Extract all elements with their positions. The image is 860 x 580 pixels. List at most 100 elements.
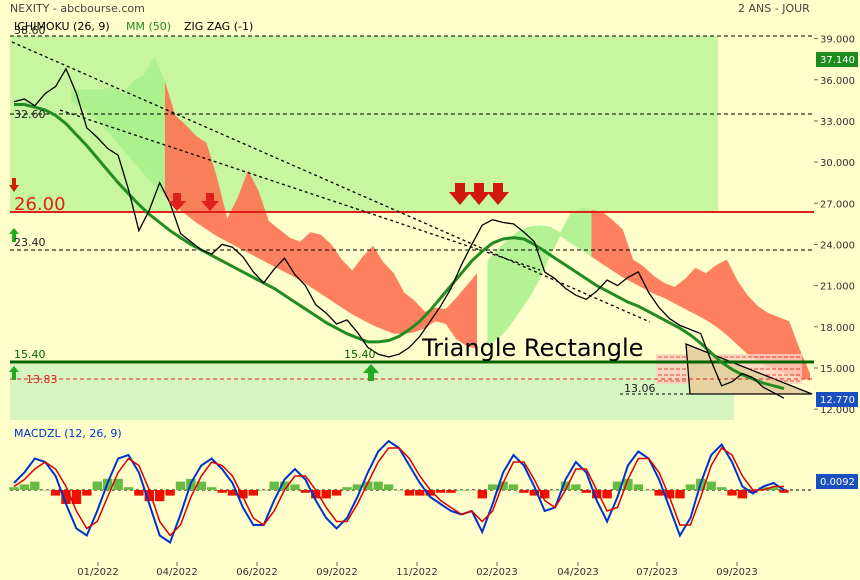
y-tick-label: 30.000 [820, 158, 855, 169]
macd-hist-bar [560, 481, 571, 490]
price-line [13, 67, 785, 399]
macd-hist-bar [488, 484, 498, 490]
cloud-bull-segment [71, 56, 165, 197]
macd-hist-bar [571, 484, 581, 490]
macd-hist-bar [623, 478, 633, 490]
label-level-23: 23.40 [14, 236, 46, 249]
macd-hist-bar [207, 487, 217, 490]
macd-hist-bar [779, 490, 789, 493]
sell-arrow [9, 178, 19, 192]
macd-hist-bar [165, 490, 175, 496]
macd-hist-bar [404, 490, 415, 496]
label-level-38: 38.60 [14, 24, 46, 37]
triangle-pattern [685, 343, 813, 395]
period-label: 2 ANS - JOUR [738, 2, 810, 15]
macd-hist-bar [363, 481, 373, 490]
macd-hist-bar [664, 490, 675, 499]
x-tick-label: 11/2022 [396, 567, 438, 578]
buy-arrow [9, 228, 19, 242]
sell-arrow [168, 193, 186, 211]
cloud-bear-segment [591, 210, 810, 381]
macd-hist-bar [685, 484, 696, 490]
legend-ichimoku: ICHIMOKU (26, 9) [14, 20, 110, 33]
macd-hist-bar [612, 481, 623, 490]
macd-hist-bar [19, 484, 30, 490]
macd-hist-bar [394, 490, 404, 491]
macd-hist-bar [82, 490, 92, 496]
macd-hist-bar [113, 478, 123, 490]
y-axis: 12.000 15.000 18.000 21.000 24.000 27.000 30.0… [814, 35, 855, 416]
legend-zigzag: ZIG ZAG (-1) [184, 20, 253, 33]
macd-hist-bar [737, 490, 748, 499]
macd-hist-bar [540, 490, 550, 499]
trendline-lower [59, 109, 541, 271]
cloud-bull-segment [487, 207, 592, 346]
macd-hist-bar [196, 481, 206, 490]
macd-hist-bar [498, 481, 508, 490]
macd-last-text: 0.0092 [820, 477, 855, 488]
macd-hist-bar [456, 490, 467, 491]
macd-hist-bar [727, 490, 737, 496]
label-level-26: 26.00 [14, 194, 66, 215]
sell-arrow [201, 193, 219, 211]
label-level-15: 15.40 [14, 348, 46, 361]
y-tick-label: 36.000 [820, 76, 855, 87]
macd-hist-bar [71, 490, 82, 504]
macd-hist-bar [40, 490, 50, 491]
macd-hist-bar [92, 481, 102, 490]
macd-hist-bar [383, 484, 394, 490]
macd-hist-bar [155, 490, 165, 502]
macd-hist-bar [415, 490, 425, 496]
macd-hist-bar [321, 490, 331, 499]
macd-legend: MACDZL (12, 26, 9) [14, 427, 122, 440]
price-top-badge [816, 52, 858, 67]
y-tick-label: 27.000 [820, 199, 855, 210]
macd-hist-bar [30, 481, 40, 490]
x-tick-label: 01/2022 [77, 567, 119, 578]
macd-hist-bar [311, 490, 321, 499]
cloud-bear-segment [164, 81, 477, 349]
label-level-13-06: 13.06 [624, 382, 656, 395]
macd-hist-bar [9, 487, 19, 490]
x-tick-label: 06/2022 [236, 567, 278, 578]
trendline-upper [11, 41, 651, 323]
macd-hist-bar [716, 487, 727, 490]
macd-hist-bar [50, 490, 61, 496]
x-tick-label: 09/2022 [316, 567, 358, 578]
macd-hist-bar [352, 484, 363, 490]
sell-arrows [168, 183, 509, 211]
macd-hist-bar [425, 490, 435, 496]
macd-hist-bar [331, 490, 342, 496]
macd-hist-bar [435, 490, 446, 493]
mm50-line [14, 103, 785, 391]
ticker-title: NEXITY - abcbourse.com [10, 2, 145, 15]
y-tick-label: 24.000 [820, 240, 855, 251]
x-tick-label: 09/2023 [716, 567, 758, 578]
y-tick-label: 12.000 [820, 405, 855, 416]
sell-arrow [468, 183, 490, 205]
macd-hist-bar [217, 490, 227, 493]
macd-hist-bar [373, 481, 383, 490]
macd-hist-bar [519, 490, 529, 493]
macd-hist-bar [477, 490, 487, 499]
macd-hist-bar [248, 490, 258, 496]
x-tick-label: 07/2023 [636, 567, 678, 578]
macd-hist-bar [175, 481, 186, 490]
macd-hist-bar [550, 490, 560, 491]
macd-hist-bar [238, 490, 248, 499]
sell-arrow [449, 183, 471, 205]
x-tick-label: 04/2023 [557, 567, 599, 578]
y-tick-label: 18.000 [820, 323, 855, 334]
price-last-badge [816, 392, 858, 407]
macd-hist-bar [768, 487, 779, 490]
macd-hist-bar [342, 487, 352, 490]
macd-hist-bar [644, 490, 654, 491]
sell-arrow [487, 183, 509, 205]
macd-hist-bar [758, 487, 768, 490]
macd-hist-bar [602, 490, 612, 499]
macd-hist-bar [654, 490, 664, 496]
macd-hist-bar [706, 481, 716, 490]
price-last-text: 12.770 [820, 395, 855, 406]
buy-arrow [9, 366, 19, 380]
